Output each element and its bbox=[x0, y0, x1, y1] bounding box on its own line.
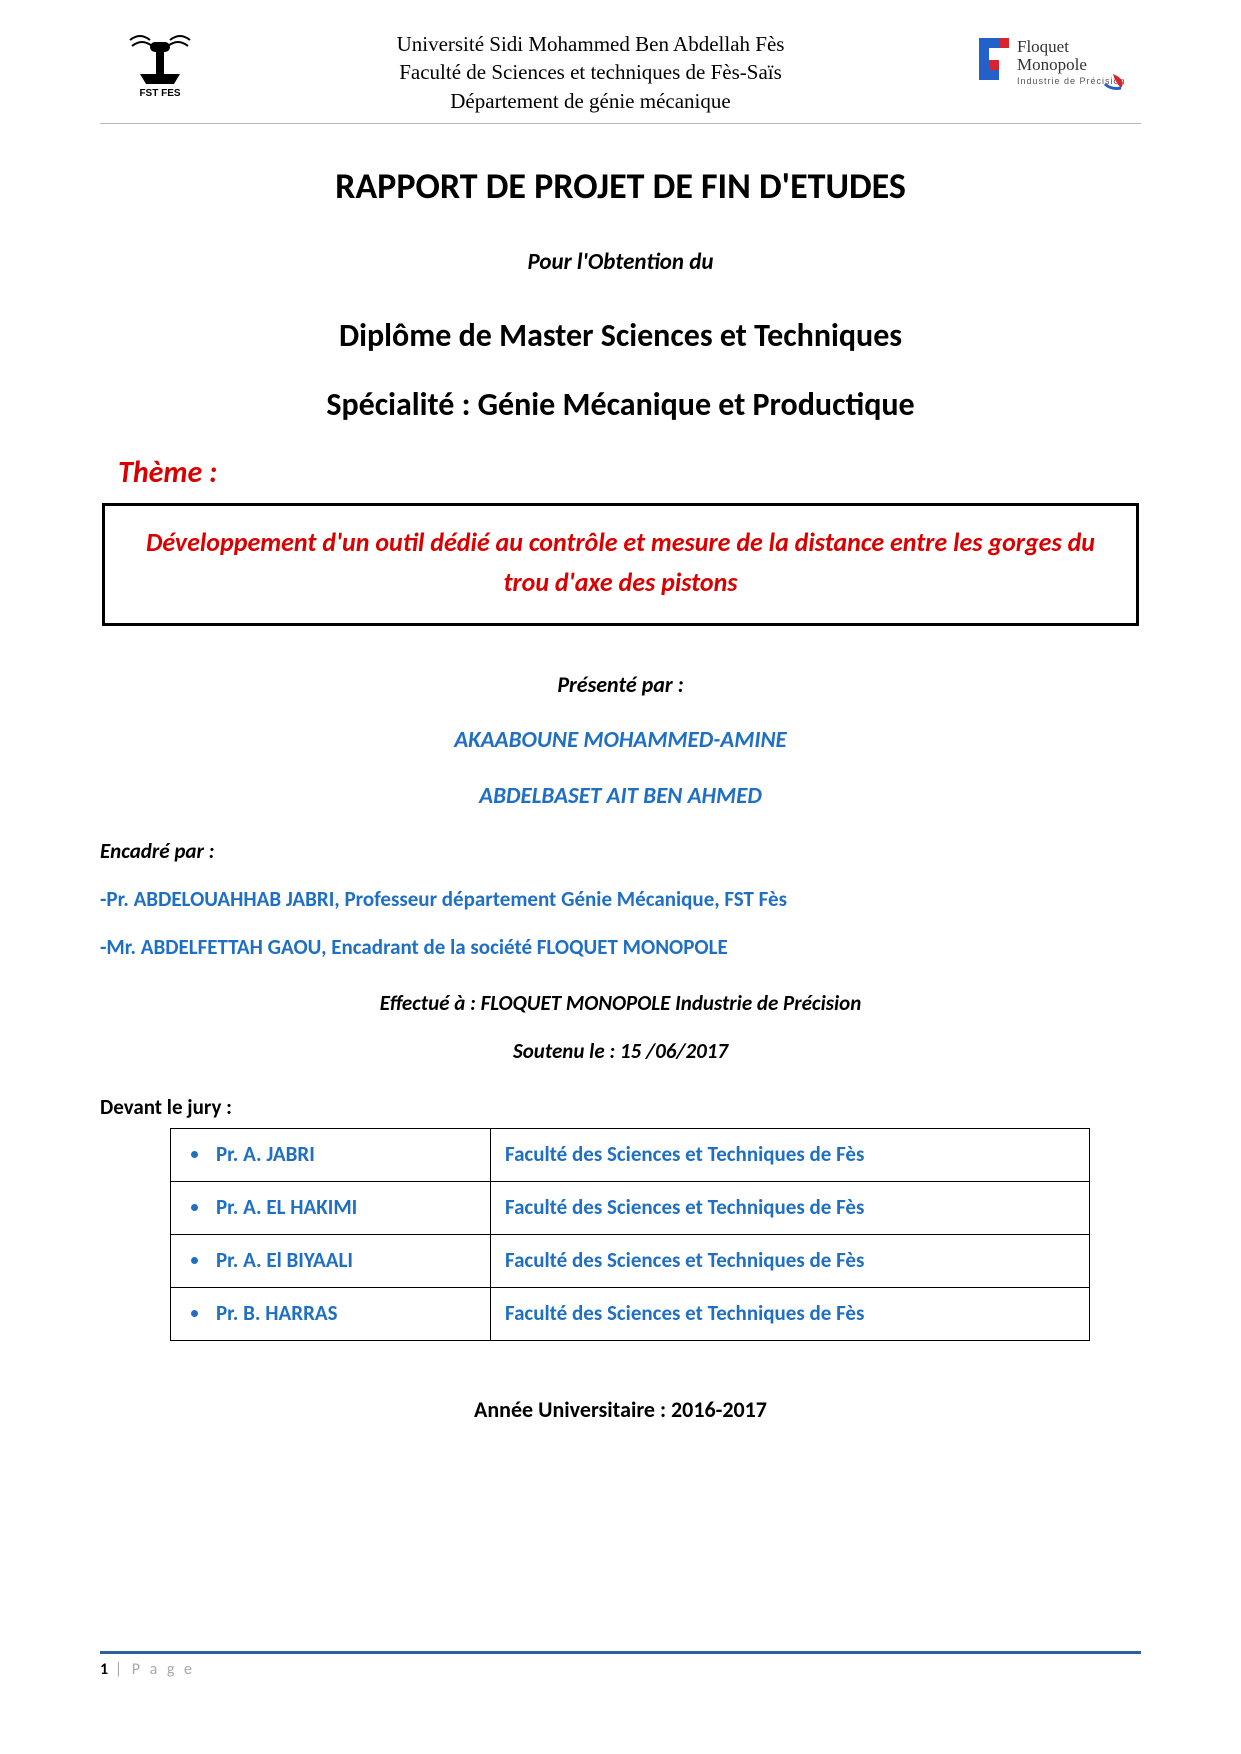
presented-by-label: Présenté par : bbox=[100, 671, 1141, 698]
jury-name-cell: Pr. A. JABRI bbox=[171, 1128, 491, 1181]
defense-date: Soutenu le : 15 /06/2017 bbox=[100, 1038, 1141, 1064]
jury-name: Pr. A. JABRI bbox=[216, 1141, 315, 1167]
page-footer: 1 | P a g e bbox=[100, 1651, 1141, 1679]
jury-affiliation-cell: Faculté des Sciences et Techniques de Fè… bbox=[491, 1234, 1090, 1287]
fst-logo-icon: FST FES bbox=[120, 30, 200, 100]
theme-label: Thème : bbox=[118, 454, 1141, 491]
bullet-icon bbox=[191, 1151, 198, 1158]
header-divider bbox=[100, 123, 1141, 124]
logo-floquet: Floquet Monopole Industrie de Précision bbox=[971, 30, 1131, 92]
author-2: ABDELBASET AIT BEN AHMED bbox=[100, 782, 1141, 810]
page-word: P a g e bbox=[132, 1660, 195, 1679]
page-num-value: 1 bbox=[100, 1660, 108, 1679]
svg-text:FST FES: FST FES bbox=[139, 88, 180, 99]
table-row: Pr. B. HARRAS Faculté des Sciences et Te… bbox=[171, 1287, 1090, 1340]
svg-text:Floquet: Floquet bbox=[1017, 37, 1069, 56]
jury-name-cell: Pr. B. HARRAS bbox=[171, 1287, 491, 1340]
table-row: Pr. A. El BIYAALI Faculté des Sciences e… bbox=[171, 1234, 1090, 1287]
jury-name: Pr. A. El BIYAALI bbox=[216, 1247, 353, 1273]
jury-name: Pr. A. EL HAKIMI bbox=[216, 1194, 357, 1220]
header-university-block: Université Sidi Mohammed Ben Abdellah Fè… bbox=[210, 30, 971, 115]
page-number: 1 | P a g e bbox=[100, 1660, 1141, 1679]
supervisor-2: -Mr. ABDELFETTAH GAOU, Encadrant de la s… bbox=[100, 934, 1141, 960]
bullet-icon bbox=[191, 1204, 198, 1211]
jury-label: Devant le jury : bbox=[100, 1094, 1141, 1120]
diploma-name: Diplôme de Master Sciences et Techniques bbox=[100, 316, 1141, 355]
encadre-label: Encadré par : bbox=[100, 838, 1141, 864]
for-obtaining: Pour l'Obtention du bbox=[100, 248, 1141, 276]
header-line-2: Faculté de Sciences et techniques de Fès… bbox=[210, 58, 971, 86]
theme-box: Développement d'un outil dédié au contrô… bbox=[102, 503, 1139, 626]
jury-affiliation-cell: Faculté des Sciences et Techniques de Fè… bbox=[491, 1287, 1090, 1340]
jury-affiliation-cell: Faculté des Sciences et Techniques de Fè… bbox=[491, 1128, 1090, 1181]
theme-text: Développement d'un outil dédié au contrô… bbox=[146, 526, 1095, 598]
jury-affiliation-cell: Faculté des Sciences et Techniques de Fè… bbox=[491, 1181, 1090, 1234]
location-line: Effectué à : FLOQUET MONOPOLE Industrie … bbox=[100, 990, 1141, 1016]
header-line-1: Université Sidi Mohammed Ben Abdellah Fè… bbox=[210, 30, 971, 58]
svg-text:Industrie de Précision: Industrie de Précision bbox=[1017, 76, 1126, 86]
bullet-icon bbox=[191, 1257, 198, 1264]
logo-fst: FST FES bbox=[110, 30, 210, 100]
academic-year: Année Universitaire : 2016-2017 bbox=[100, 1396, 1141, 1423]
table-row: Pr. A. EL HAKIMI Faculté des Sciences et… bbox=[171, 1181, 1090, 1234]
report-title: RAPPORT DE PROJET DE FIN D'ETUDES bbox=[100, 164, 1141, 208]
jury-name-cell: Pr. A. EL HAKIMI bbox=[171, 1181, 491, 1234]
svg-text:Monopole: Monopole bbox=[1017, 55, 1087, 74]
bullet-icon bbox=[191, 1310, 198, 1317]
floquet-logo-icon: Floquet Monopole Industrie de Précision bbox=[971, 30, 1131, 92]
jury-name: Pr. B. HARRAS bbox=[216, 1300, 338, 1326]
jury-name-cell: Pr. A. El BIYAALI bbox=[171, 1234, 491, 1287]
supervisor-1: -Pr. ABDELOUAHHAB JABRI, Professeur dépa… bbox=[100, 886, 1141, 912]
header-line-3: Département de génie mécanique bbox=[210, 87, 971, 115]
page-sep: | bbox=[108, 1660, 132, 1679]
author-1: AKAABOUNE MOHAMMED-AMINE bbox=[100, 726, 1141, 754]
footer-rule bbox=[100, 1651, 1141, 1654]
jury-table: Pr. A. JABRI Faculté des Sciences et Tec… bbox=[170, 1128, 1090, 1341]
speciality: Spécialité : Génie Mécanique et Producti… bbox=[100, 385, 1141, 424]
page-header: FST FES Université Sidi Mohammed Ben Abd… bbox=[100, 30, 1141, 115]
table-row: Pr. A. JABRI Faculté des Sciences et Tec… bbox=[171, 1128, 1090, 1181]
